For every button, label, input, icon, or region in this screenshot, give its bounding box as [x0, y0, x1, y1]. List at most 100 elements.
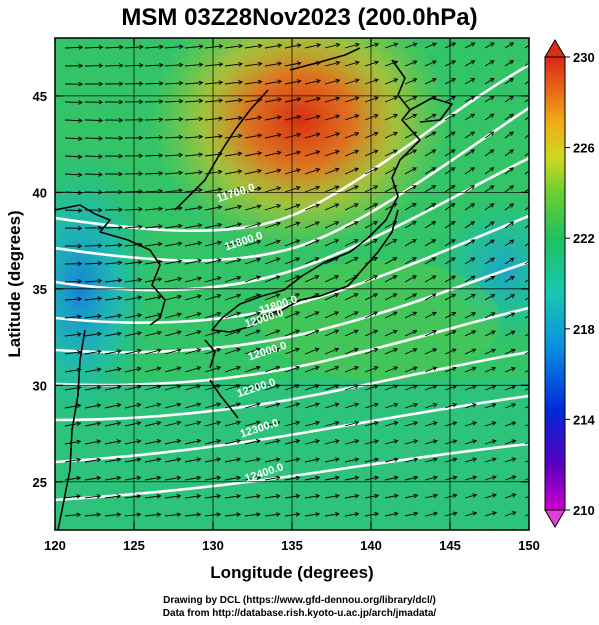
wind-arrow-head: [353, 221, 359, 226]
wind-arrow-head: [255, 365, 261, 371]
wind-arrow-head: [117, 278, 123, 283]
wind-arrow-head: [118, 117, 124, 123]
wind-arrow: [404, 440, 418, 445]
wind-arrow-head: [218, 98, 224, 103]
wind-arrow-head: [97, 331, 102, 337]
wind-arrow: [324, 132, 340, 139]
wind-arrow-head: [373, 329, 379, 334]
wind-arrow-head: [277, 115, 282, 120]
wind-arrow-head: [176, 420, 182, 426]
wind-arrow-head: [315, 132, 321, 137]
wind-arrow: [184, 312, 201, 319]
wind-arrow: [184, 403, 201, 409]
wind-arrow: [64, 513, 81, 517]
wind-arrow-head: [432, 439, 438, 444]
wind-arrow-head: [238, 97, 243, 103]
wind-arrow: [484, 403, 496, 409]
wind-arrow-head: [78, 136, 83, 142]
wind-arrow-head: [315, 185, 321, 191]
wind-arrow-head: [392, 257, 398, 262]
wind-arrow: [324, 61, 340, 67]
wind-arrow: [504, 149, 514, 157]
wind-arrow-head: [117, 295, 123, 301]
wind-arrow: [264, 98, 282, 103]
wind-arrow: [484, 185, 494, 193]
wind-arrow: [404, 403, 418, 409]
wind-arrow-head: [334, 149, 340, 155]
wind-arrow: [224, 45, 243, 49]
wind-arrow: [444, 385, 457, 391]
wind-arrow: [284, 169, 301, 175]
wind-arrow: [184, 63, 203, 67]
wind-arrow: [464, 221, 475, 229]
wind-arrow: [464, 78, 475, 85]
wind-arrow: [344, 311, 358, 319]
wind-arrow-head: [412, 293, 418, 298]
wind-arrow-head: [157, 259, 163, 265]
wind-arrow: [524, 387, 529, 391]
wind-arrow-head: [156, 439, 162, 444]
wind-arrow-head: [255, 420, 261, 426]
wind-arrow-head: [275, 311, 281, 316]
wind-arrow-head: [98, 136, 104, 141]
wind-arrow-head: [393, 96, 399, 101]
wind-arrow-head: [96, 367, 102, 372]
wind-arrow: [104, 244, 122, 247]
wind-arrow-head: [509, 276, 515, 281]
wind-arrow-head: [315, 150, 321, 155]
wind-arrow-head: [178, 44, 184, 50]
wind-arrow: [364, 494, 379, 499]
wind-arrow: [204, 171, 222, 175]
wind-arrow: [445, 531, 457, 534]
wind-arrow-head: [393, 78, 399, 83]
wind-arrow: [464, 458, 477, 463]
wind-arrow-head: [392, 149, 398, 154]
wind-arrow: [164, 172, 183, 175]
wind-arrow: [184, 259, 202, 265]
wind-arrow: [84, 422, 101, 427]
wind-arrow: [464, 42, 475, 49]
wind-arrow: [204, 99, 223, 103]
x-axis-label: Longitude (degrees): [210, 563, 373, 582]
wind-arrow-head: [393, 131, 398, 136]
wind-arrow: [124, 349, 142, 355]
wind-arrow-head: [471, 312, 476, 317]
wind-arrow-head: [136, 512, 142, 517]
wind-arrow-head: [315, 167, 321, 173]
wind-arrow: [324, 311, 339, 319]
wind-arrow-head: [315, 203, 321, 208]
wind-arrow: [104, 314, 122, 319]
wind-arrow-head: [450, 185, 456, 190]
wind-arrow-head: [393, 402, 399, 408]
wind-arrow: [84, 173, 103, 176]
wind-arrow: [324, 366, 339, 373]
wind-arrow-head: [374, 42, 380, 48]
wind-arrow-head: [451, 96, 456, 101]
wind-arrow-head: [374, 493, 380, 499]
wind-arrow-head: [509, 95, 514, 101]
wind-arrow: [124, 261, 142, 265]
wind-arrow: [84, 386, 101, 391]
wind-arrow: [264, 513, 280, 517]
wind-arrow-head: [255, 347, 261, 353]
wind-arrow-head: [198, 187, 203, 193]
wind-arrow: [304, 421, 320, 427]
wind-arrow: [244, 276, 261, 283]
wind-arrow-head: [373, 203, 379, 208]
wind-arrow-head: [491, 457, 497, 462]
wind-arrow-head: [257, 115, 263, 121]
wind-arrow-head: [353, 347, 359, 353]
wind-arrow: [124, 279, 142, 283]
wind-arrow-head: [177, 259, 183, 264]
wind-arrow-head: [77, 296, 83, 302]
wind-arrow: [264, 222, 281, 229]
wind-arrow: [164, 82, 183, 85]
wind-arrow-head: [511, 385, 517, 390]
wind-arrow: [344, 97, 359, 103]
wind-arrow: [424, 42, 437, 49]
wind-arrow: [325, 532, 339, 534]
wind-arrow-head: [176, 493, 182, 499]
hokkaido-coast: [409, 97, 453, 123]
wind-arrow-head: [393, 348, 399, 353]
wind-arrow-head: [509, 257, 515, 263]
